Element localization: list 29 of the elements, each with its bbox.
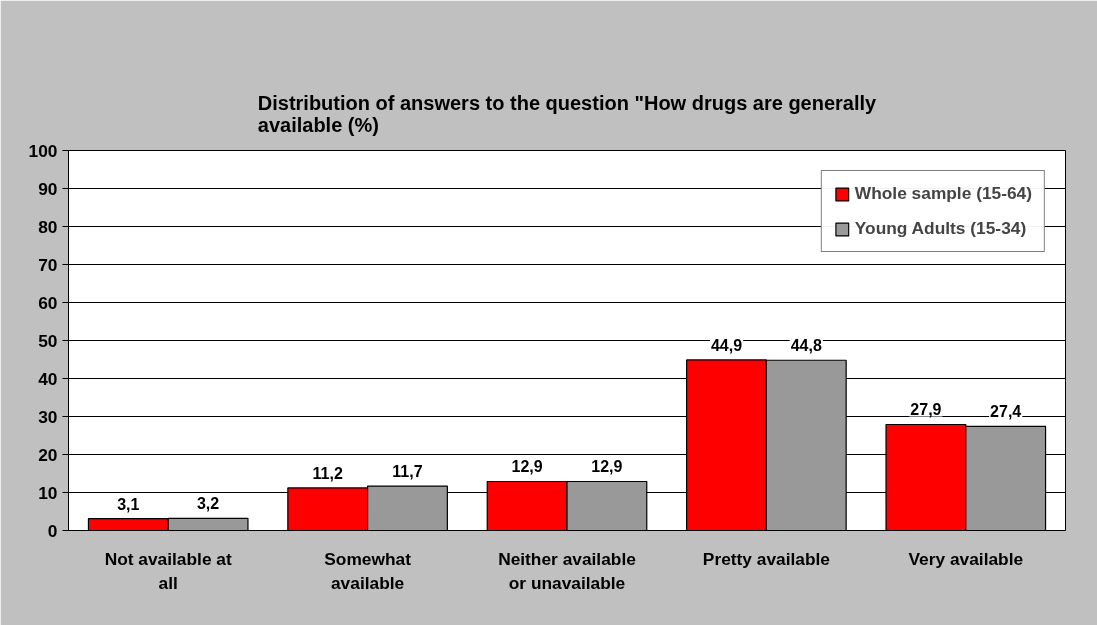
y-tick-label: 40: [38, 368, 58, 389]
y-tick-label: 20: [38, 444, 58, 465]
x-tick-label: Very available: [908, 548, 1024, 569]
data-label: 12,9: [591, 458, 623, 476]
data-label: 27,9: [910, 401, 942, 419]
data-label: 44,9: [710, 336, 743, 354]
legend-label: Whole sample (15-64): [854, 183, 1032, 204]
data-label: 3,2: [196, 495, 220, 513]
y-tick-label: 90: [38, 178, 58, 199]
y-tick-label: 10: [38, 482, 58, 503]
x-tick-label: Neither available or unavailable: [498, 548, 637, 593]
y-tick-label: 0: [47, 520, 58, 541]
data-label: 3,1: [117, 495, 140, 513]
y-tick-label: 30: [38, 406, 58, 427]
x-tick-label: Somewhat available: [324, 548, 412, 593]
y-tick-label: 50: [38, 330, 58, 351]
x-tick-label: Pretty available: [702, 548, 831, 569]
data-label: 27,4: [990, 403, 1022, 421]
y-tick-label: 100: [28, 140, 58, 161]
y-tick-label: 80: [38, 216, 58, 237]
legend-label: Young Adults (15-34): [854, 218, 1027, 239]
chart-title: Distribution of answers to the question "How drugs are generally available (%): [257, 91, 878, 136]
data-label: 44,8: [790, 337, 822, 355]
data-label: 12,9: [511, 458, 543, 476]
x-tick-label: Not available at all: [104, 548, 232, 593]
data-label: 11,7: [392, 463, 423, 481]
data-label: 11,2: [312, 464, 343, 482]
y-tick-label: 60: [38, 292, 58, 313]
y-tick-label: 70: [38, 254, 58, 275]
